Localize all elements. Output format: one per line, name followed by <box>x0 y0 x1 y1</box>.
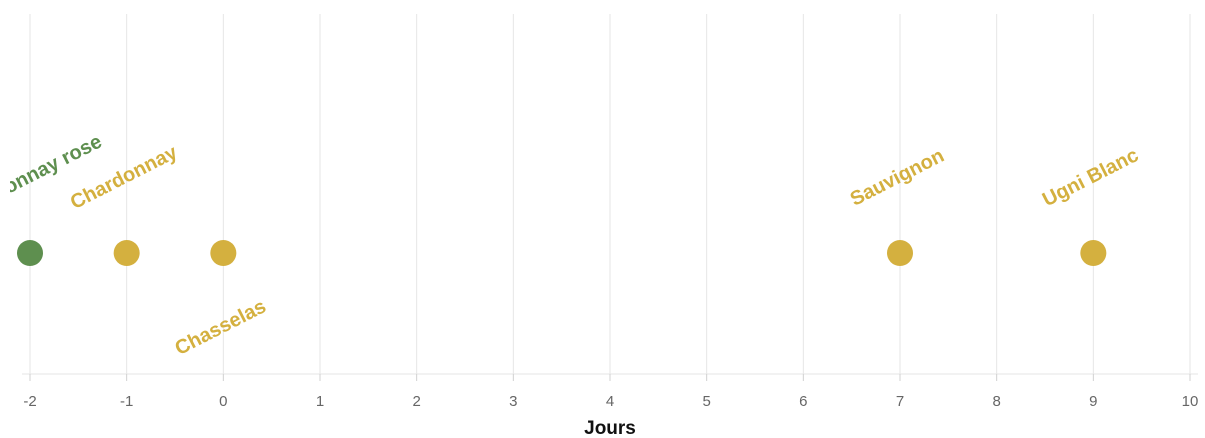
x-tick-label: 1 <box>316 393 324 410</box>
x-tick-label: 0 <box>219 393 227 410</box>
data-points <box>17 240 1107 266</box>
x-tick-label: 9 <box>1089 393 1097 410</box>
x-axis-title: Jours <box>584 418 636 438</box>
x-tick-label: 6 <box>799 393 807 410</box>
x-tick-label: 8 <box>992 393 1000 410</box>
point-label: Sauvignon <box>847 145 948 211</box>
data-point[interactable] <box>113 240 140 266</box>
x-tick-label: 3 <box>509 393 517 410</box>
x-axis-ticks: -2 -1 0 1 2 3 4 5 6 7 8 9 10 <box>23 374 1198 410</box>
x-tick-label: 4 <box>606 393 614 410</box>
data-point[interactable] <box>887 240 913 266</box>
point-label: Chasselas <box>172 295 270 360</box>
x-tick-label: -1 <box>120 393 133 410</box>
x-tick-label: 10 <box>1182 393 1199 410</box>
point-labels: Chardonnay roseChardonnayChasselasSauvig… <box>0 131 1142 360</box>
point-label: Ugni Blanc <box>1039 144 1142 211</box>
x-tick-label: 7 <box>896 393 904 410</box>
grid-lines <box>29 14 1191 374</box>
x-tick-label: 2 <box>412 393 420 410</box>
point-label: Chardonnay rose <box>0 131 106 225</box>
x-tick-label: 5 <box>702 393 710 410</box>
data-point[interactable] <box>210 240 237 266</box>
data-point[interactable] <box>1080 240 1107 266</box>
x-tick-label: -2 <box>23 393 36 410</box>
data-point[interactable] <box>17 240 43 266</box>
